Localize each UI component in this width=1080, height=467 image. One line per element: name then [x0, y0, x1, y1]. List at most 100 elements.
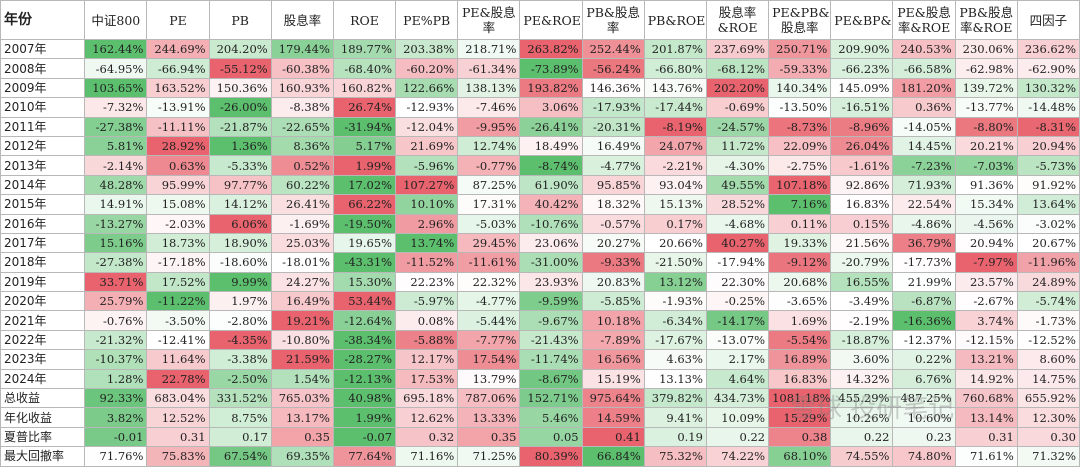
- value-cell: 67.54%: [208, 446, 272, 467]
- value-cell: 0.19: [643, 426, 707, 448]
- value-cell: 0.05: [519, 426, 583, 448]
- value-cell: -10.76%: [519, 213, 583, 234]
- header-year: 年份: [0, 0, 86, 40]
- value-cell: 22.09%: [768, 135, 832, 157]
- row-label: 2014年: [0, 174, 86, 196]
- table-row: 2015年 14.91% 15.08% 14.12% 26.41% 66.22% 10.10…: [0, 194, 1080, 215]
- value-cell: -0.77%: [457, 155, 521, 176]
- value-cell: 0.31: [954, 426, 1018, 448]
- value-cell: 71.93%: [892, 174, 956, 196]
- value-cell: 1.54%: [270, 368, 334, 390]
- value-cell: 379.82%: [643, 388, 707, 409]
- value-cell: 16.49%: [581, 135, 645, 157]
- value-cell: 87.25%: [457, 174, 521, 196]
- value-cell: 15.16%: [84, 232, 148, 254]
- value-cell: -14.05%: [892, 116, 956, 137]
- value-cell: -4.68%: [705, 213, 770, 234]
- value-cell: 0.15%: [830, 213, 894, 234]
- value-cell: 193.82%: [519, 77, 583, 99]
- value-cell: 10.60%: [892, 407, 956, 428]
- value-cell: -4.77%: [457, 291, 521, 312]
- value-cell: -3.02%: [1016, 213, 1080, 234]
- value-cell: 22.23%: [395, 271, 459, 293]
- header-row: 年份 中证800 PE PB 股息率 ROE PE%PB PE&股息率 PE&ROE PB&股息率…: [0, 0, 1080, 40]
- value-cell: -56.24%: [581, 58, 645, 79]
- table-row: 2017年 15.16% 18.73% 18.90% 25.03% 19.65% 13.74…: [0, 232, 1080, 254]
- value-cell: 5.81%: [84, 135, 148, 157]
- value-cell: 95.85%: [581, 174, 645, 196]
- value-cell: -0.76%: [84, 310, 148, 331]
- value-cell: 0.22%: [892, 349, 956, 370]
- value-cell: 74.80%: [892, 446, 956, 467]
- value-cell: -12.93%: [395, 97, 459, 118]
- row-label: 2024年: [0, 368, 86, 390]
- value-cell: 18.49%: [519, 135, 583, 157]
- value-cell: 202.20%: [705, 77, 770, 99]
- value-cell: -8.73%: [768, 116, 832, 137]
- value-cell: 189.77%: [332, 38, 397, 60]
- value-cell: 17.53%: [395, 368, 459, 390]
- value-cell: 683.04%: [146, 388, 210, 409]
- value-cell: -8.96%: [830, 116, 894, 137]
- header-cell: PE%PB: [395, 0, 459, 40]
- value-cell: -12.52%: [1016, 329, 1080, 351]
- value-cell: 1081.18%: [768, 388, 832, 409]
- table-row: 2014年 48.28% 95.99% 97.77% 60.22% 17.02% 107.2…: [0, 174, 1080, 196]
- value-cell: -9.33%: [581, 252, 645, 273]
- value-cell: 20.94%: [954, 232, 1018, 254]
- value-cell: 16.83%: [830, 194, 894, 215]
- value-cell: 26.74%: [332, 97, 397, 118]
- row-label: 最大回撤率: [0, 446, 86, 467]
- value-cell: 33.71%: [84, 271, 148, 293]
- value-cell: 13.64%: [1016, 194, 1080, 215]
- header-cell: PE&PB&股息率: [768, 0, 832, 40]
- value-cell: 74.22%: [705, 446, 770, 467]
- value-cell: 760.68%: [954, 388, 1018, 409]
- value-cell: 252.44%: [581, 38, 645, 60]
- value-cell: -27.38%: [84, 252, 148, 273]
- row-label: 2008年: [0, 58, 86, 79]
- value-cell: -60.20%: [395, 58, 459, 79]
- value-cell: -0.25%: [705, 291, 770, 312]
- value-cell: 15.13%: [643, 194, 707, 215]
- value-cell: -20.79%: [830, 252, 894, 273]
- value-cell: 0.17%: [643, 213, 707, 234]
- value-cell: 20.66%: [643, 232, 707, 254]
- value-cell: 71.16%: [395, 446, 459, 467]
- value-cell: 24.89%: [1016, 271, 1080, 293]
- value-cell: 49.55%: [705, 174, 770, 196]
- value-cell: 25.03%: [270, 232, 334, 254]
- value-cell: 218.71%: [457, 38, 521, 60]
- table-row: 2022年 -21.32% -12.41% -4.35% -10.80% -38.34% -…: [0, 329, 1080, 351]
- value-cell: 17.31%: [457, 194, 521, 215]
- header-cell: ROE: [332, 0, 397, 40]
- value-cell: -73.89%: [519, 58, 583, 79]
- table-row: 2008年 -64.95% -66.94% -55.12% -60.38% -68.40%…: [0, 58, 1080, 79]
- value-cell: 0.22: [830, 426, 894, 448]
- row-label: 2017年: [0, 232, 86, 254]
- row-label: 2007年: [0, 38, 86, 60]
- value-cell: 0.08%: [395, 310, 459, 331]
- value-cell: 19.33%: [768, 232, 832, 254]
- value-cell: -17.44%: [643, 97, 707, 118]
- header-cell: PE&ROE: [519, 0, 583, 40]
- value-cell: 695.18%: [395, 388, 459, 409]
- value-cell: 139.72%: [954, 77, 1018, 99]
- value-cell: -5.85%: [581, 291, 645, 312]
- value-cell: -12.15%: [954, 329, 1018, 351]
- value-cell: 145.09%: [830, 77, 894, 99]
- value-cell: 14.59%: [581, 407, 645, 428]
- value-cell: -38.34%: [332, 329, 397, 351]
- value-cell: 21.56%: [830, 232, 894, 254]
- value-cell: 14.75%: [1016, 368, 1080, 390]
- value-cell: -7.32%: [84, 97, 148, 118]
- value-cell: -8.19%: [643, 116, 707, 137]
- value-cell: 3.74%: [954, 310, 1018, 331]
- value-cell: 15.34%: [954, 194, 1018, 215]
- value-cell: 16.89%: [768, 349, 832, 370]
- value-cell: -11.74%: [519, 349, 583, 370]
- value-cell: -68.12%: [705, 58, 770, 79]
- value-cell: 20.27%: [581, 232, 645, 254]
- value-cell: -1.73%: [1016, 310, 1080, 331]
- row-label: 2010年: [0, 97, 86, 118]
